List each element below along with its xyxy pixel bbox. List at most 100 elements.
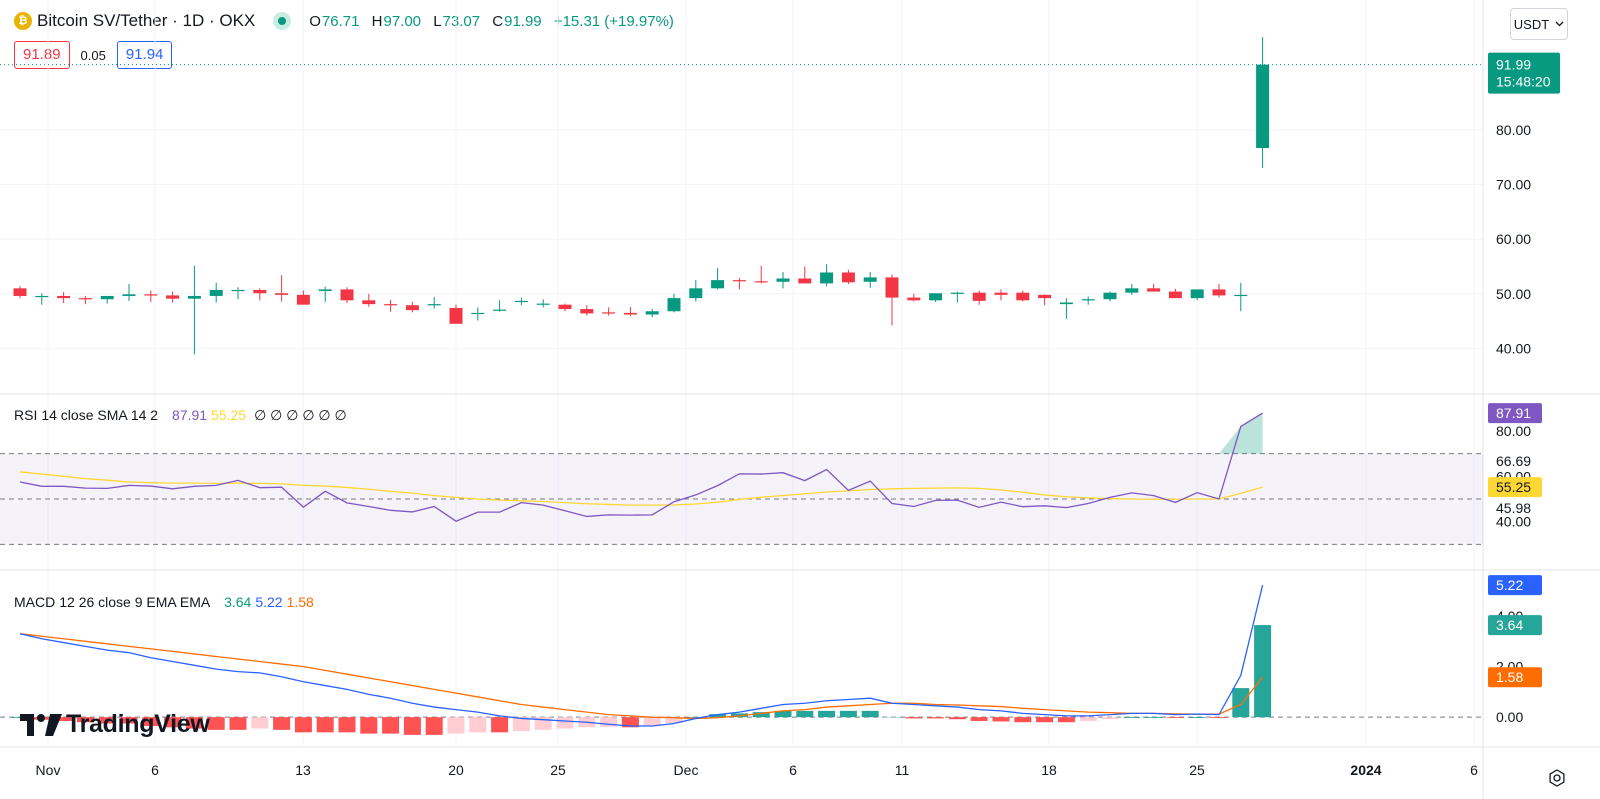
- time-axis-label: 6: [151, 762, 159, 778]
- macd-histogram-bar: [1254, 625, 1272, 718]
- macd-histogram-bar: [927, 717, 945, 719]
- candle-body: [667, 298, 681, 312]
- candle-body: [122, 294, 136, 296]
- macd-histogram-bar: [447, 717, 465, 734]
- macd-signal-line: [19, 633, 1264, 720]
- candle-body: [1038, 294, 1052, 299]
- high-label: H: [371, 12, 383, 30]
- rsi-legend[interactable]: RSI 14 close SMA 14 2 87.91 55.25 ∅ ∅ ∅ ∅ ∅…: [14, 407, 351, 424]
- low-value: 73.07: [442, 12, 481, 30]
- market-open-status-icon: [273, 12, 292, 30]
- candle-body: [493, 309, 507, 311]
- macd-axis-tick: 4.00: [1496, 608, 1523, 624]
- macd-histogram-bar: [360, 717, 378, 734]
- macd-histogram-bar: [643, 717, 661, 727]
- candle-body: [689, 288, 703, 299]
- candle-body: [514, 300, 528, 303]
- macd-legend[interactable]: MACD 12 26 close 9 EMA EMA 3.64 5.22 1.58: [14, 594, 318, 610]
- sell-price-button[interactable]: 91.89: [14, 41, 70, 69]
- candle-body: [972, 292, 986, 301]
- symbol-legend[interactable]: ₿ Bitcoin SV/Tether · 1D · OKX O76.71 H9…: [14, 10, 682, 32]
- macd-histogram-bar: [534, 717, 552, 730]
- macd-signal-legend-value: 1.58: [286, 594, 314, 610]
- high-value: 97.00: [383, 12, 422, 30]
- rsi-sma-legend-value: 55.25: [211, 407, 247, 423]
- macd-histogram-bar: [621, 717, 639, 728]
- candle-body: [35, 295, 49, 298]
- last-price-tag-value: 91.99: [1496, 57, 1531, 73]
- candle-body: [253, 289, 267, 294]
- candle-body: [994, 292, 1008, 295]
- macd-histogram-bar: [578, 717, 596, 728]
- macd-histogram-bar: [818, 710, 836, 718]
- macd-histogram-bar: [1036, 717, 1054, 723]
- currency-selector[interactable]: USDT: [1510, 8, 1568, 40]
- settings-gear-icon[interactable]: [1547, 768, 1567, 788]
- rsi-band-background: [0, 453, 1483, 545]
- candle-body: [144, 294, 158, 296]
- last-price-tag: [1488, 52, 1560, 94]
- macd-histogram-bar: [948, 717, 966, 720]
- candlestick-series: [0, 37, 1483, 355]
- candle-body: [732, 280, 746, 282]
- macd-histogram-bar: [839, 710, 857, 718]
- candle-body: [1190, 289, 1204, 299]
- macd-histogram-bar: [665, 717, 683, 723]
- macd-histogram-bar: [1232, 688, 1250, 718]
- candle-body: [623, 312, 637, 315]
- open-label: O: [309, 12, 321, 30]
- candle-body: [1016, 292, 1030, 301]
- macd-histogram-bar: [207, 717, 225, 730]
- rsi-overbought-fill: [1219, 413, 1263, 454]
- macd-histogram-bar: [774, 710, 792, 718]
- tradingview-logo-text: TradingView: [66, 710, 210, 738]
- macd-histogram-bar: [730, 713, 748, 718]
- candle-body: [100, 295, 114, 300]
- candle-body: [187, 295, 201, 299]
- candle-body: [296, 294, 310, 305]
- price-axis-tick: 70.00: [1496, 177, 1531, 193]
- candle-body: [580, 309, 594, 314]
- macd-hist-legend-value: 3.64: [224, 594, 252, 610]
- buy-price-button[interactable]: 91.94: [116, 41, 173, 69]
- time-axis-label: 20: [448, 762, 464, 778]
- candle-body: [1125, 288, 1139, 293]
- rsi-sma-value-tag: [1488, 477, 1542, 498]
- rsi-value-tag: [1488, 403, 1542, 424]
- candle-body: [885, 277, 899, 298]
- candle-body: [558, 304, 572, 310]
- candle-body: [449, 307, 463, 324]
- candle-body: [820, 272, 834, 284]
- tradingview-logo[interactable]: TradingView: [20, 710, 210, 739]
- symbol-title[interactable]: Bitcoin SV/Tether · 1D · OKX: [37, 11, 256, 30]
- macd-histogram-bar: [1014, 717, 1032, 723]
- macd-histogram-bar: [883, 717, 901, 718]
- rsi-legend-value: 87.91: [171, 407, 208, 423]
- candle-body: [318, 289, 332, 292]
- currency-label: USDT: [1513, 16, 1550, 32]
- macd-histogram-bar: [1101, 717, 1119, 720]
- rsi-axis-tick: 66.69: [1496, 453, 1531, 469]
- candle-body: [776, 278, 790, 282]
- price-axis-tick: 60.00: [1496, 231, 1531, 247]
- macd-legend-value: 5.22: [255, 594, 283, 610]
- time-axis-label: Dec: [674, 762, 699, 778]
- rsi-sma-line: [19, 471, 1263, 506]
- macd-histogram-bar: [1188, 717, 1206, 718]
- grid-lines: [0, 0, 1483, 745]
- rsi-legend-params: 14 close SMA 14 2: [41, 407, 159, 423]
- open-value: 76.71: [321, 12, 360, 30]
- macd-histogram-bar: [752, 712, 770, 718]
- time-axis-label: 2024: [1350, 762, 1381, 778]
- candle-body: [166, 295, 180, 299]
- candle-body: [427, 304, 441, 306]
- candle-body: [711, 280, 725, 289]
- macd-legend-name: MACD: [14, 594, 56, 610]
- macd-histogram-bar: [403, 717, 421, 735]
- macd-histogram-bar: [1210, 717, 1228, 718]
- rsi-axis-tick: 45.98: [1496, 500, 1531, 516]
- candle-body: [798, 278, 812, 284]
